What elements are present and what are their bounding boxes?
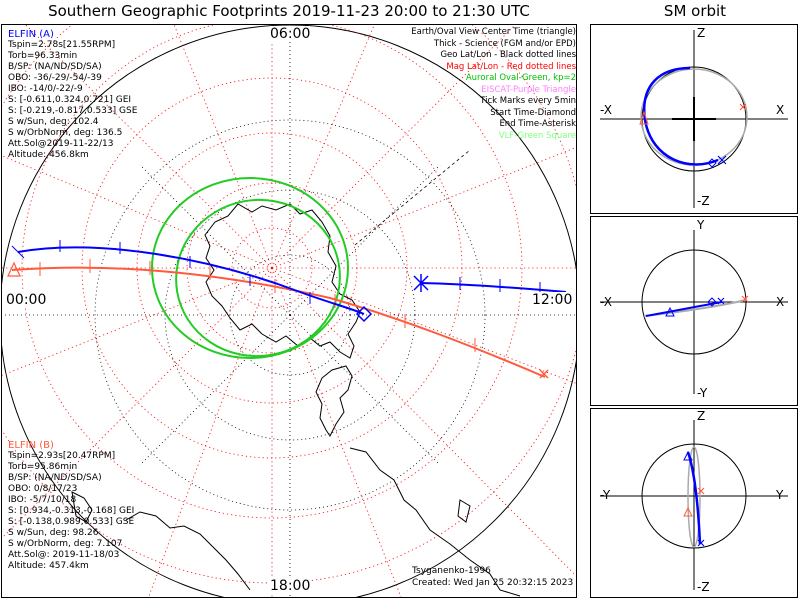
elfin-a-ticks — [59, 240, 311, 304]
auroral-oval — [151, 177, 349, 359]
legend-item: Thick - Science (FGM and/or EPD) — [433, 38, 576, 49]
geo-grid — [2, 25, 576, 597]
antarctica-coast — [204, 203, 361, 359]
elfin-a-line: Altitude: 456.8km — [8, 150, 89, 160]
elfin-a-end-asterisk — [413, 274, 429, 292]
orbit-yz-bottom: -Z — [697, 580, 710, 594]
clock-label-top: 06:00 — [270, 26, 311, 42]
credit-created: Created: Wed Jan 25 20:32:15 2023 — [412, 578, 574, 588]
legend-item: Mag Lat/Lon - Red dotted lines — [446, 61, 576, 72]
legend: Earth/Oval View Center Time (triangle) T… — [411, 27, 576, 142]
legend-item: VLF-Green Square — [498, 130, 576, 141]
orbit-xy-left: -X — [600, 295, 612, 309]
orbit-panel-xy — [590, 216, 798, 406]
elfin-a-start-diamond — [355, 305, 373, 323]
sm-orbit-title: SM orbit — [663, 2, 727, 20]
orbit-panel-xz — [590, 24, 798, 214]
orbit-xz-bottom: -Z — [697, 194, 710, 208]
elfin-a-track — [17, 246, 365, 315]
legend-item: Tick Marks every 5min — [480, 96, 576, 106]
map-panel — [1, 24, 577, 598]
credit-author: Tsyganenko-1996 — [412, 566, 491, 576]
elfin-b-line: Att.Sol@: 2019-11-18/03 — [8, 550, 120, 560]
elfin-a-line: S: [-0.219,-0.817,0.533] GSE — [8, 106, 138, 116]
elfin-a-info: ELFIN (A) Tspin=2.78s[21.55RPM] Torb=96.… — [8, 29, 137, 161]
elfin-b-line: Tspin=2.93s[20.47RPM] — [8, 451, 116, 461]
elfin-b-ticks — [39, 259, 476, 352]
orbit-panel-yz — [590, 408, 798, 598]
elfin-a-line: IBO: -14/0/-22/-9 — [8, 84, 83, 94]
clock-label-bottom: 18:00 — [270, 578, 311, 594]
elfin-b-end-asterisk — [539, 369, 549, 379]
orbit-xz-right: X — [776, 103, 785, 117]
africa-coast — [349, 447, 521, 597]
elfin-b-line: B/SP: (NA/ND/SD/SA) — [8, 473, 102, 483]
legend-item: Auroral Oval-Green, kp=2 — [465, 73, 576, 83]
orbit-yz-left: -Y — [600, 488, 611, 502]
orbit-xz-left: -X — [600, 103, 612, 117]
elfin-b-line: S: [0.934,-0.313,-0.168] GEI — [8, 506, 135, 516]
elfin-b-line: IBO: -5/7/10/18 — [8, 495, 77, 505]
clock-label-right: 12:00 — [532, 292, 573, 308]
view-center-line — [354, 149, 471, 246]
elfin-b-line: S w/Sun, deg: 98.26 — [8, 528, 99, 538]
elfin-a-line: B/SP: (NA/ND/SD/SA) — [8, 62, 102, 72]
sm-orbit-yz — [600, 420, 788, 590]
credit: Tsyganenko-1996 Created: Wed Jan 25 20:3… — [412, 565, 573, 589]
orbit-xy-right: X — [776, 295, 785, 309]
elfin-b-line: S: [-0.138,0.989,0.533] GSE — [8, 517, 135, 527]
sm-orbit-xy — [600, 230, 788, 394]
orbit-xz-top: Z — [697, 26, 706, 40]
elfin-a-line: Att.Sol@2019-11-22/13 — [8, 139, 114, 149]
elfin-a-name: ELFIN (A) — [8, 29, 54, 40]
legend-item: Start Time-Diamond — [490, 107, 576, 118]
elfin-a-line: Tspin=2.78s[21.55RPM] — [8, 40, 116, 50]
australia-coast — [125, 511, 251, 591]
orbit-yz-top: Z — [697, 409, 706, 423]
elfin-b-line: S w/OrbNorm, deg: 7.107 — [8, 539, 123, 549]
clock-label-left: 00:00 — [6, 292, 47, 308]
new-zealand-coast — [71, 491, 93, 523]
legend-item: EISCAT-Purple Triangle — [481, 84, 576, 95]
orbit-xy-top: Y — [697, 218, 705, 232]
elfin-b-line: Torb=95.86min — [8, 462, 78, 472]
elfin-a-line: Torb=96.33min — [8, 51, 78, 61]
sm-orbit-xz — [600, 30, 788, 208]
elfin-b-track — [11, 266, 546, 378]
elfin-a-line: S: [-0.611,0.324,0.721] GEI — [8, 95, 132, 105]
elfin-b-line: Altitude: 457.4km — [8, 561, 89, 571]
plot-title: Southern Geographic Footprints 2019-11-2… — [48, 2, 530, 20]
legend-item: End Time-Asterisk — [499, 119, 576, 129]
elfin-a-line: OBO: -36/-29/-54/-39 — [8, 73, 102, 83]
legend-item: Earth/Oval View Center Time (triangle) — [411, 27, 576, 37]
south-america-coast — [315, 365, 353, 437]
elfin-b-name: ELFIN (B) — [8, 440, 54, 451]
orbit-yz-right: Y — [776, 488, 784, 502]
elfin-b-view-triangle — [7, 261, 21, 277]
elfin-a-line: S w/Sun, deg: 102.4 — [8, 117, 99, 127]
elfin-b-info: ELFIN (B) Tspin=2.93s[20.47RPM] Torb=95.… — [8, 440, 134, 572]
elfin-a-track-2 — [419, 282, 567, 293]
elfin-a-line: S w/OrbNorm, deg: 136.5 — [8, 128, 123, 138]
orbit-xy-bottom: -Y — [697, 386, 708, 400]
madagascar-coast — [457, 499, 471, 523]
legend-item: Geo Lat/Lon - Black dotted lines — [440, 50, 576, 60]
elfin-b-line: OBO: 0/8/17/23 — [8, 484, 78, 494]
